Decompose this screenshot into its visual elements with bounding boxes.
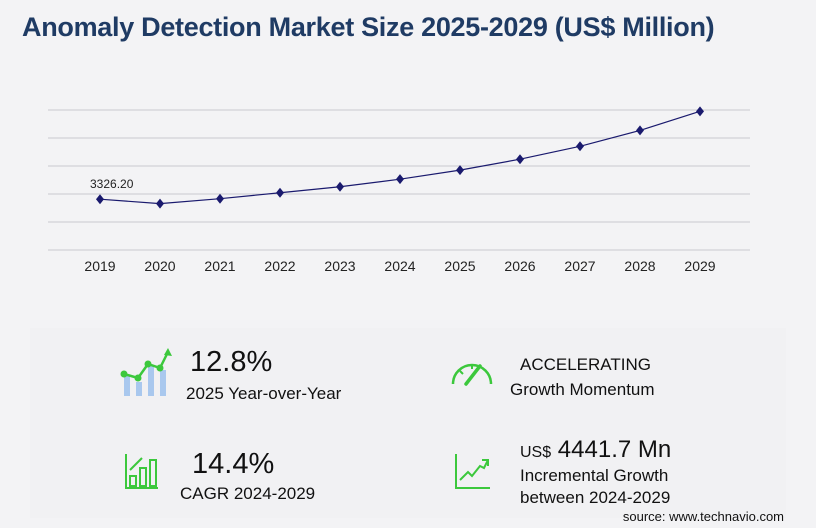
incremental-label-2: between 2024-2029 [520,488,671,507]
x-tick-label: 2023 [324,258,355,274]
source-text: source: www.technavio.com [622,509,784,524]
x-tick-label: 2028 [624,258,655,274]
momentum-label: Growth Momentum [510,380,655,399]
data-point [96,194,104,205]
data-point [456,165,464,176]
cagr-label: CAGR 2024-2029 [180,484,316,503]
momentum-value: ACCELERATING [520,355,651,374]
data-point [396,174,404,185]
x-tick-label: 2026 [504,258,535,274]
x-tick-label: 2021 [204,258,235,274]
x-tick-label: 2027 [564,258,595,274]
x-tick-label: 2022 [264,258,295,274]
line-chart: 2019 2020 2021 2022 2023 2024 2025 2026 2027 2028… [48,106,750,274]
cagr-value: 14.4% [192,448,275,480]
data-point [696,106,704,117]
data-point [336,181,344,192]
incremental-value-row: US$ 4441.7 Mn [520,436,671,464]
series-line [99,110,701,205]
incremental-label-1: Incremental Growth [520,466,669,485]
data-point [516,154,524,165]
yoy-label: 2025 Year-over-Year [186,384,342,403]
bar-line-chart-icon [120,348,172,396]
data-point [216,193,224,204]
x-tick-label: 2019 [84,258,115,274]
speedometer-icon [451,363,493,386]
data-point [576,141,584,152]
x-tick-label: 2025 [444,258,475,274]
line-growth-icon [455,454,490,489]
data-point [276,187,284,198]
x-tick-label: 2029 [684,258,715,274]
bar-growth-icon [125,454,158,489]
chart-title: Anomaly Detection Market Size 2025-2029 … [22,12,715,42]
data-point [156,198,164,209]
x-tick-label: 2020 [144,258,175,274]
x-tick-label: 2024 [384,258,415,274]
data-label: 3326.20 [90,177,134,191]
data-point [636,125,644,136]
yoy-value: 12.8% [190,346,273,378]
incremental-value: 4441.7 Mn [557,436,672,463]
incremental-prefix: US$ [520,444,552,461]
